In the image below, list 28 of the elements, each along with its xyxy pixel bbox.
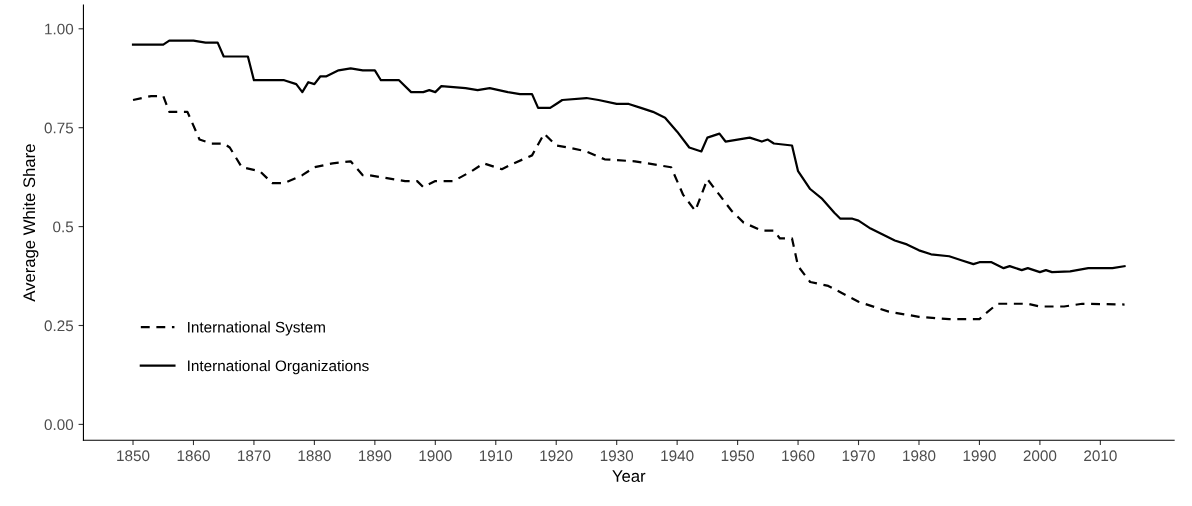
x-tick-label: 1910 bbox=[479, 450, 513, 462]
x-tick-label: 1860 bbox=[177, 450, 210, 462]
legend-label: International Organizations bbox=[188, 360, 369, 375]
x-tick-label: 1870 bbox=[238, 450, 271, 462]
x-tick-label: 1890 bbox=[359, 450, 392, 462]
x-tick-label: 1930 bbox=[600, 450, 634, 462]
x-tick-label: 1970 bbox=[842, 450, 875, 462]
y-axis-title: Average White Share bbox=[22, 144, 39, 302]
x-tick-label: 1990 bbox=[963, 450, 996, 462]
x-tick-label: 1960 bbox=[782, 450, 815, 462]
line-series bbox=[131, 39, 1126, 274]
x-tick-label: 1880 bbox=[298, 450, 331, 462]
x-tick-label: 1850 bbox=[117, 450, 150, 462]
x-tick-label: 2000 bbox=[1023, 450, 1057, 462]
y-tick-label: 0.25 bbox=[44, 320, 74, 332]
y-tick-label: 1.00 bbox=[45, 23, 74, 35]
x-tick-label: 1920 bbox=[540, 450, 573, 462]
y-tick-label: 0.00 bbox=[44, 419, 74, 431]
x-tick-label: 1900 bbox=[419, 450, 452, 462]
x-tick-label: 2010 bbox=[1084, 450, 1117, 462]
x-tick-label: 1950 bbox=[721, 450, 754, 462]
line-series bbox=[131, 94, 1126, 321]
x-tick-label: 1980 bbox=[903, 450, 936, 462]
y-tick-label: 0.75 bbox=[44, 122, 74, 134]
x-tick-label: 1940 bbox=[661, 450, 694, 462]
y-tick-label: 0.5 bbox=[53, 221, 74, 233]
legend-label: International System bbox=[188, 321, 325, 336]
x-axis-title: Year bbox=[612, 470, 646, 482]
